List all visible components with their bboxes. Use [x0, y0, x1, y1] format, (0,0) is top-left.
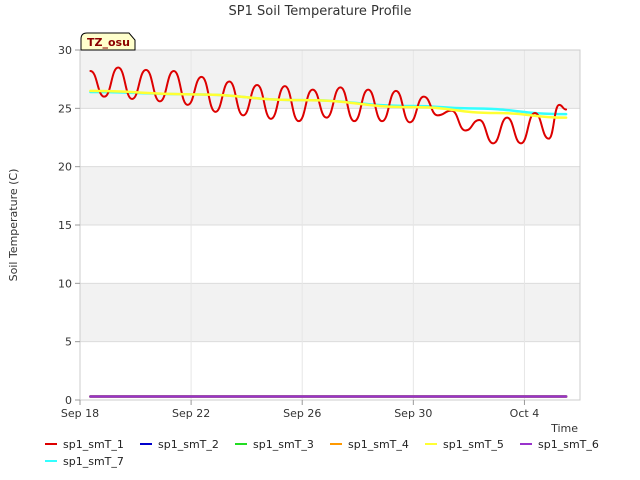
y-tick-label: 0	[65, 394, 72, 407]
plot-band	[80, 166, 580, 225]
chart-title: SP1 Soil Temperature Profile	[229, 4, 412, 19]
x-tick-label: Oct 4	[510, 407, 540, 420]
y-tick-label: 10	[58, 277, 72, 290]
x-tick-label: Sep 18	[61, 407, 99, 420]
legend-label-sp1-smT-3: sp1_smT_3	[253, 438, 314, 451]
x-axis-ticks: Sep 18 Sep 22 Sep 26 Sep 30 Oct 4	[61, 400, 539, 420]
y-tick-label: 30	[58, 44, 72, 57]
legend-label-sp1-smT-2: sp1_smT_2	[158, 438, 219, 451]
legend-label-sp1-smT-5: sp1_smT_5	[443, 438, 504, 451]
x-tick-label: Sep 26	[283, 407, 321, 420]
y-tick-label: 20	[58, 161, 72, 174]
legend-label-sp1-smT-6: sp1_smT_6	[538, 438, 599, 451]
plot-band	[80, 225, 580, 284]
legend-label-sp1-smT-1: sp1_smT_1	[63, 438, 124, 451]
legend-label-sp1-smT-4: sp1_smT_4	[348, 438, 409, 451]
y-axis-ticks: 0 5 10 15 20 25 30	[58, 44, 80, 407]
station-badge: TZ_osu	[80, 32, 136, 51]
y-tick-label: 15	[58, 219, 72, 232]
series-lines	[89, 66, 568, 398]
legend-label-sp1-smT-7: sp1_smT_7	[63, 455, 124, 468]
x-tick-label: Sep 22	[172, 407, 210, 420]
plot-band	[80, 341, 580, 400]
legend: sp1_smT_1 sp1_smT_2 sp1_smT_3 sp1_smT_4 sp1_…	[45, 438, 599, 468]
y-tick-label: 25	[58, 102, 72, 115]
y-axis-label: Soil Temperature (C)	[7, 169, 20, 282]
plot-area	[80, 50, 580, 400]
x-axis-label: Time	[550, 422, 578, 435]
badge-label: TZ_osu	[87, 36, 130, 49]
plot-band	[80, 283, 580, 342]
series-line-sp1-smT-5	[89, 89, 568, 119]
x-tick-label: Sep 30	[394, 407, 432, 420]
y-tick-label: 5	[65, 336, 72, 349]
plot-band	[80, 108, 580, 167]
badge-box	[80, 32, 136, 51]
plot-band	[80, 50, 580, 109]
